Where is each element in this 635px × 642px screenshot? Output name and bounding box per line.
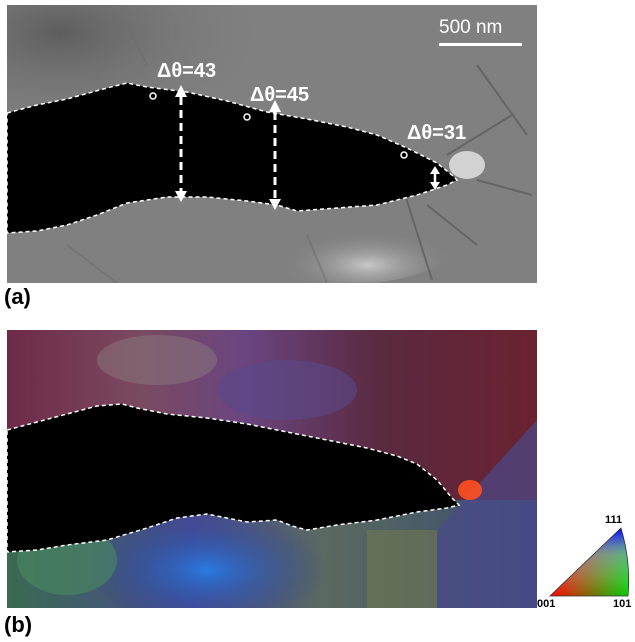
scale-bar-label: 500 nm [439,17,503,38]
crack-region-map [7,403,461,553]
misorientation-label-45: Δθ=45 [250,84,310,106]
point-marker-45 [243,113,251,121]
ipf-001-label: 001 [537,598,556,610]
panel-a-label: (a) [4,284,31,309]
scale-bar [439,43,522,46]
point-marker-31 [400,151,408,159]
ipf-111-label: 111 [605,514,623,526]
crack-region [7,82,459,234]
ebsd-map-graphic [7,330,537,608]
misorientation-label-43: Δθ=43 [157,60,217,82]
ipf-triangle-icon [549,527,630,597]
panel-b-label: (b) [4,612,33,637]
point-marker-43 [149,92,157,100]
arrow-31 [430,166,440,190]
ipf-color-legend: 111 001 101 [537,512,635,612]
sem-image-panel: 500 nm Δθ=43 Δθ=45 Δθ=31 [7,5,537,283]
arrow-45 [269,100,281,210]
ipf-101-label: 101 [613,598,632,610]
sem-image-graphic [7,5,537,283]
misorientation-label-31: Δθ=31 [407,122,467,144]
arrow-43 [175,85,187,202]
ebsd-map-panel [7,330,537,608]
